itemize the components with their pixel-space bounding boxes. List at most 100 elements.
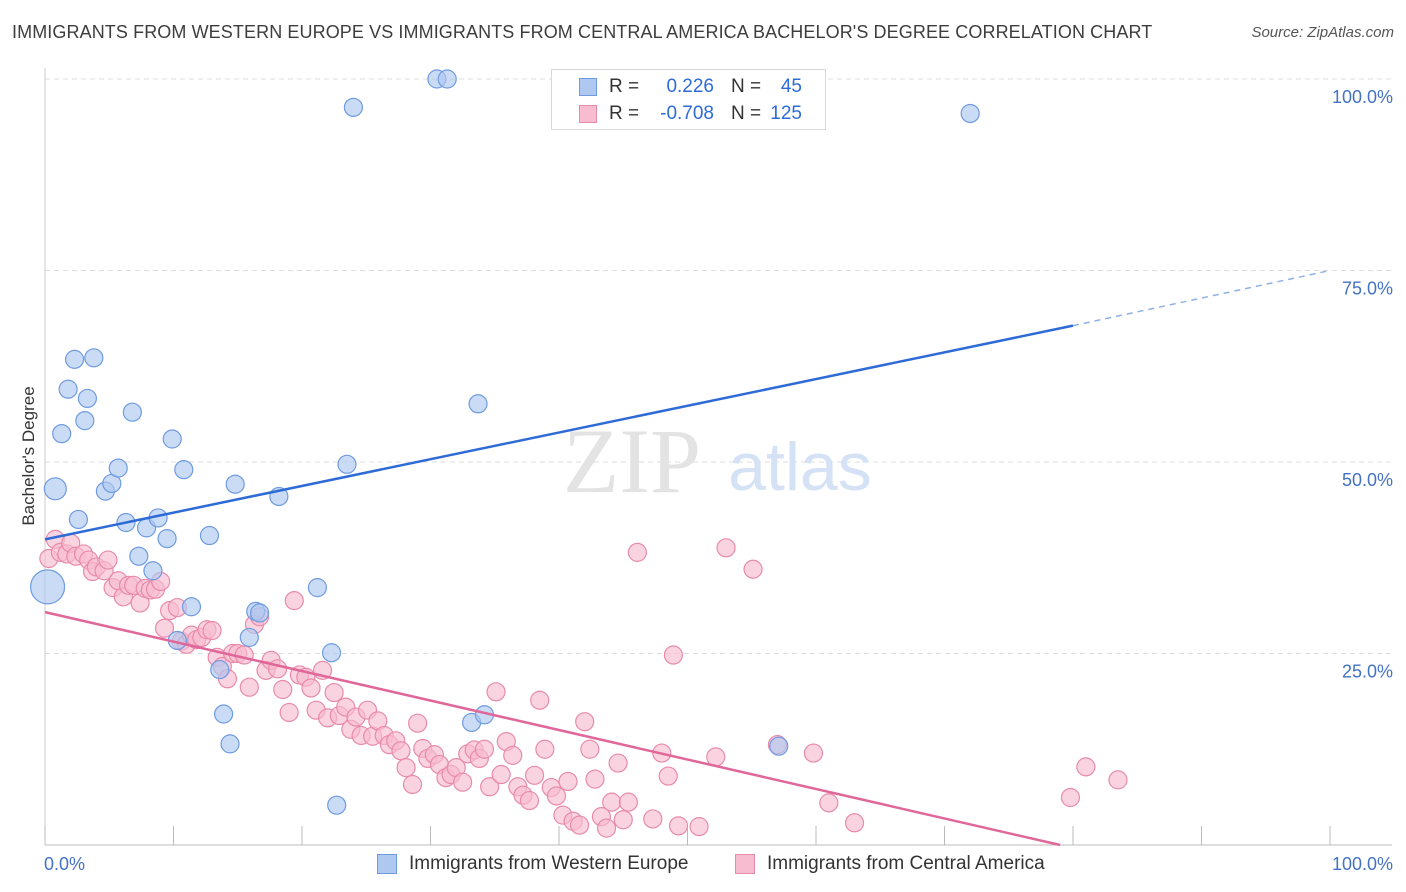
western-europe-point [29, 569, 66, 605]
central-america-point [480, 777, 500, 797]
central-america-point [535, 739, 555, 759]
correlation-legend: R = 0.226 N = 45 R = -0.708 N = 125 [551, 69, 826, 130]
series-label-central-america: Immigrants from Central America [767, 853, 1045, 874]
central-america-point [491, 764, 511, 785]
western-europe-point [468, 394, 488, 414]
central-america-point [98, 550, 118, 570]
central-america-point [602, 792, 622, 812]
central-america-point [267, 659, 288, 679]
central-america-point [1060, 787, 1081, 808]
western-europe-point [43, 477, 67, 501]
legend-r-label: R = [609, 76, 640, 97]
western-europe-point [143, 561, 163, 581]
legend-n-label: N = [731, 103, 762, 124]
western-europe-trend-line [44, 324, 1074, 541]
central-america-point [689, 817, 709, 837]
central-america-point [530, 690, 550, 710]
western-europe-point [249, 603, 270, 623]
y-tick-labels: 25.0% 50.0% 75.0% 100.0% [1332, 87, 1393, 682]
central-america-point [453, 772, 473, 792]
western-europe-point [84, 348, 104, 368]
central-america-point [284, 591, 304, 611]
legend-n-value: 125 [770, 103, 802, 124]
central-america-point [658, 766, 678, 786]
western-europe-point [174, 460, 194, 480]
central-america-point [474, 739, 495, 759]
central-america-point [324, 682, 344, 703]
central-america-point [234, 645, 254, 665]
western-europe-point [239, 627, 259, 648]
watermark-atlas: atlas [728, 429, 872, 505]
western-europe-point [343, 97, 363, 117]
central-america-point [585, 769, 605, 789]
y-tick-label: 50.0% [1342, 470, 1393, 490]
western-europe-point [52, 424, 72, 444]
western-europe-point [58, 379, 78, 399]
western-europe-point [64, 349, 85, 369]
western-europe-point [321, 643, 342, 663]
central-america-point [239, 677, 259, 697]
central-america-point [1076, 757, 1096, 777]
western-europe-point [77, 388, 98, 409]
western-europe-point [225, 474, 245, 494]
central-america-point [202, 620, 222, 641]
western-europe-point [181, 597, 202, 617]
western-europe-point [769, 736, 789, 756]
central-america-point [844, 813, 865, 833]
watermark: ZIP atlas [563, 410, 872, 512]
x-tick-label: 100.0% [1332, 854, 1393, 874]
central-america-point [524, 765, 545, 785]
western-europe-point [68, 509, 89, 530]
central-america-point [819, 793, 839, 813]
legend-n-label: N = [731, 76, 762, 97]
central-america-point [580, 739, 600, 759]
x-tick-labels: 0.0% 100.0% [44, 854, 1393, 874]
western-europe-point [108, 458, 128, 478]
grid-lines [45, 78, 1392, 654]
western-europe-point [327, 795, 347, 815]
central-america-point [743, 559, 763, 579]
legend-row-western-europe: R = 0.226 N = 45 [552, 74, 825, 101]
central-america-point [391, 741, 411, 761]
central-america-point [613, 810, 633, 830]
legend-swatch-blue [579, 78, 597, 96]
western-europe-point [437, 69, 457, 89]
western-europe-point [960, 103, 980, 124]
chart-title: IMMIGRANTS FROM WESTERN EUROPE VS IMMIGR… [12, 22, 1153, 42]
central-america-point [273, 679, 293, 700]
legend-r-value: -0.708 [660, 103, 714, 124]
western-europe-point [210, 659, 230, 680]
legend-swatch-pink [579, 105, 597, 123]
western-europe-point [220, 734, 240, 754]
y-tick-label: 25.0% [1342, 662, 1393, 682]
series-label-western-europe: Immigrants from Western Europe [409, 853, 689, 874]
central-america-point [519, 790, 540, 811]
central-america-point [546, 786, 567, 806]
series-swatch-blue [377, 854, 397, 874]
y-axis-label: Bachelor's Degree [19, 386, 38, 525]
central-america-point [706, 747, 726, 767]
western-europe-point [162, 429, 182, 449]
central-america-point [668, 816, 689, 836]
western-europe-point [122, 402, 142, 422]
source-label: Source: ZipAtlas.com [1251, 24, 1394, 41]
legend-n-value: 45 [780, 76, 802, 97]
western-europe-point [129, 546, 149, 566]
y-tick-label: 100.0% [1332, 87, 1393, 107]
series-swatch-pink [735, 854, 755, 874]
central-america-points [39, 529, 1128, 838]
axes [44, 68, 1392, 846]
central-america-point [575, 712, 595, 732]
central-america-point [301, 678, 321, 698]
central-america-point [396, 758, 416, 778]
central-america-point [154, 618, 175, 638]
central-america-point [803, 743, 824, 763]
western-europe-points [29, 69, 980, 815]
central-america-point [627, 542, 647, 562]
central-america-point [618, 792, 638, 812]
western-europe-point [337, 454, 357, 474]
central-america-point [596, 818, 617, 838]
central-america-point [663, 645, 683, 665]
central-america-point [643, 809, 663, 829]
